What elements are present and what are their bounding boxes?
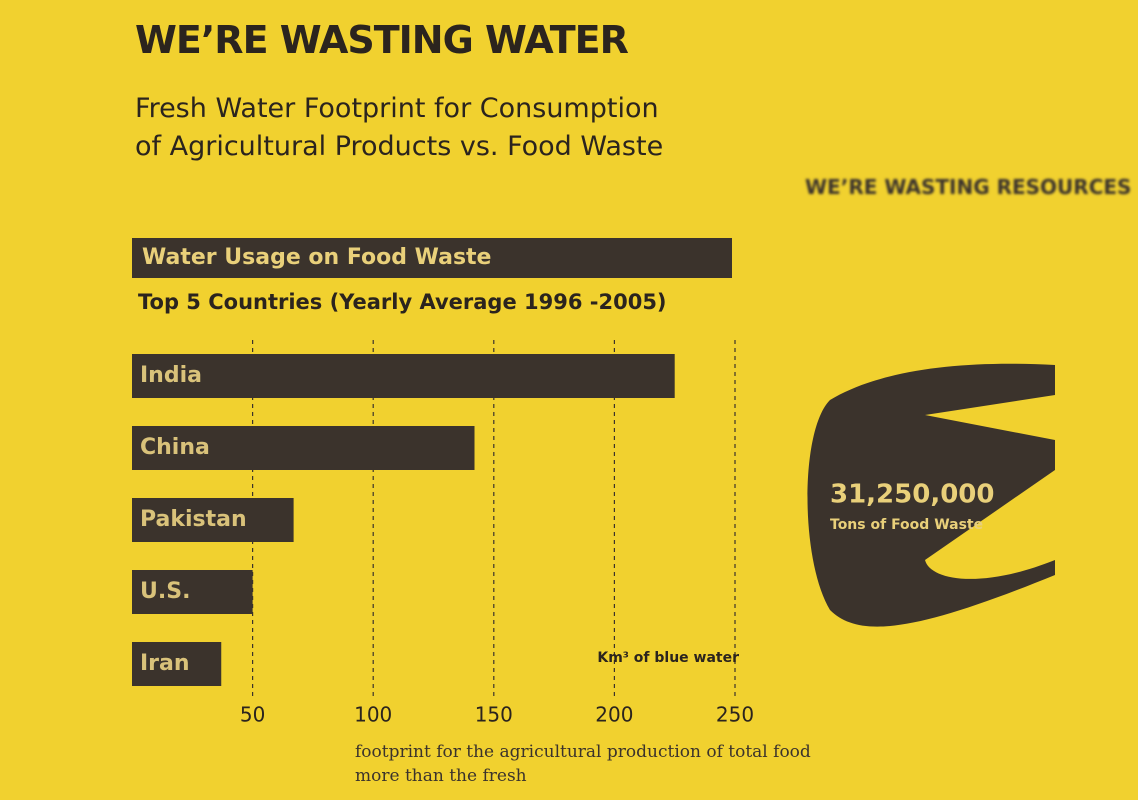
caption-line: more than the fresh <box>355 766 527 786</box>
side-figure-label: Tons of Food Waste <box>830 517 983 533</box>
poster-title: WE’RE WASTING WATER <box>135 18 629 62</box>
bar <box>132 426 475 470</box>
category-label: Pakistan <box>140 507 247 532</box>
x-tick-label: 200 <box>595 703 633 727</box>
x-tick-label: 250 <box>716 703 754 727</box>
category-label: Iran <box>140 651 190 676</box>
chart-subtitle: Top 5 Countries (Yearly Average 1996 -20… <box>138 290 667 314</box>
side-title: WE’RE WASTING RESOURCES <box>805 175 1132 199</box>
side-figure: 31,250,000 <box>830 480 994 510</box>
waste-shape <box>807 363 1055 627</box>
bar <box>132 354 675 398</box>
poster-subtitle: Fresh Water Footprint for Consumption of… <box>135 93 664 162</box>
x-tick-label: 100 <box>354 703 392 727</box>
category-label: India <box>140 363 202 388</box>
bar <box>132 642 222 686</box>
x-axis-label: Km³ of blue water <box>597 650 739 666</box>
bar <box>132 498 294 542</box>
caption: footprint for the agricultural productio… <box>355 740 811 788</box>
bar <box>132 570 253 614</box>
caption-line: footprint for the agricultural productio… <box>355 742 811 762</box>
chart-title: Water Usage on Food Waste <box>132 238 732 278</box>
x-tick-label: 50 <box>240 703 265 727</box>
x-tick-label: 150 <box>475 703 513 727</box>
category-label: U.S. <box>140 579 190 604</box>
category-label: China <box>140 435 210 460</box>
